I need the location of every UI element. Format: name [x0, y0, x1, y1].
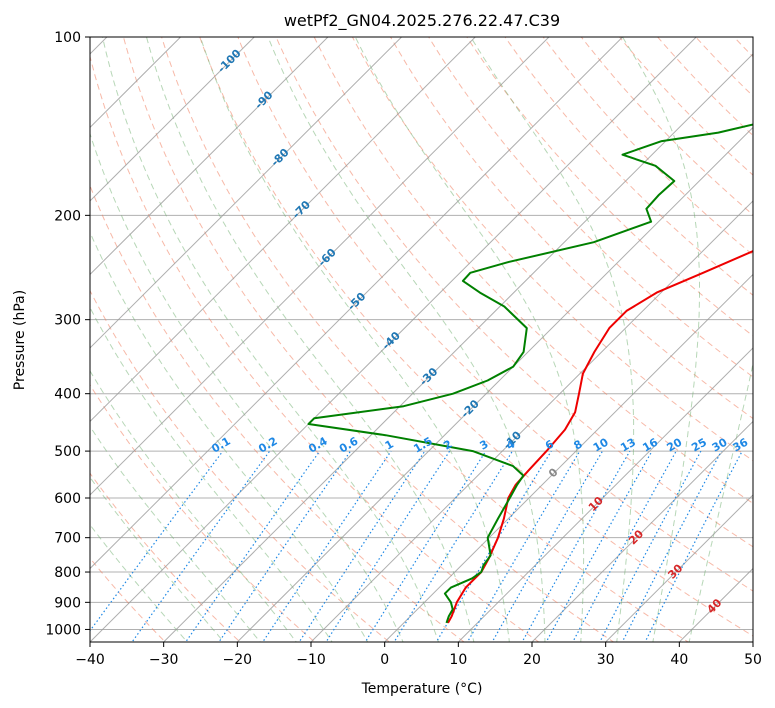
x-tick-label: −20 — [223, 652, 253, 668]
dry-adiabat — [504, 37, 753, 296]
moist-adiabat — [102, 37, 440, 642]
mixing-ratio-line — [545, 450, 653, 642]
dry-adiabat — [542, 37, 753, 256]
moist-adiabat — [90, 476, 225, 642]
mixing-ratio-line — [325, 450, 451, 642]
dry-adiabat — [90, 54, 540, 642]
sounding-series — [307, 123, 753, 624]
dry-adiabat — [199, 37, 753, 637]
x-tick-label: 10 — [449, 652, 467, 668]
moist-adiabat — [90, 425, 261, 642]
dry-adiabat — [90, 184, 465, 642]
isotherm-line — [310, 200, 753, 642]
y-tick-label: 500 — [54, 444, 81, 460]
mixing-ratio-line — [644, 450, 743, 642]
moist-adiabat — [90, 369, 297, 642]
y-tick-label: 1000 — [45, 622, 81, 638]
x-tick-label: −40 — [75, 652, 105, 668]
mixing-ratio-line — [435, 450, 552, 642]
x-tick-label: −30 — [149, 652, 179, 668]
x-axis-title: Temperature (°C) — [361, 681, 483, 697]
y-tick-label: 900 — [54, 595, 81, 611]
y-tick-label: 600 — [54, 491, 81, 507]
dry-adiabat — [161, 37, 690, 642]
mixing-ratio-line — [131, 450, 271, 642]
isotherms — [90, 37, 753, 642]
mixing-ratio-line — [298, 450, 426, 642]
y-tick-label: 200 — [54, 208, 81, 224]
chart-title: wetPf2_GN04.2025.276.22.47.C39 — [284, 11, 560, 31]
isotherm-line — [531, 420, 753, 642]
y-tick-label: 300 — [54, 313, 81, 329]
isotherm-line — [457, 347, 753, 642]
mixing-ratio-line — [184, 450, 321, 642]
isotherm-line — [90, 37, 329, 276]
x-tick-label: −10 — [296, 652, 326, 668]
x-axis: −40 −30 −20 −10 0 10 20 30 40 50 — [75, 642, 762, 668]
mixing-ratio-line — [491, 450, 604, 642]
x-tick-label: 40 — [670, 652, 688, 668]
dry-adiabat — [389, 37, 753, 420]
moist-adiabat — [688, 361, 753, 642]
mixing-ratio-line — [262, 450, 392, 642]
isotherm-line — [90, 37, 403, 349]
moist-adiabat — [622, 37, 700, 642]
dry-adiabat — [313, 37, 753, 505]
isotherm-line — [604, 494, 753, 642]
isotherm-line — [90, 37, 550, 496]
dewpoint-profile — [307, 123, 753, 624]
isotherm-line — [90, 37, 697, 642]
x-tick-label: 30 — [597, 652, 615, 668]
y-axis-title: Pressure (hPa) — [12, 290, 28, 390]
isotherm-line — [236, 126, 753, 642]
y-tick-label: 700 — [54, 531, 81, 547]
y-tick-label: 100 — [54, 30, 81, 46]
moist-adiabat — [470, 37, 635, 642]
isotherm-line — [90, 37, 624, 570]
dry-adiabat — [90, 383, 316, 642]
dry-adiabat — [237, 37, 753, 592]
dry-adiabats — [90, 37, 753, 642]
moist-adiabat — [90, 132, 404, 642]
moist-adiabat — [199, 37, 510, 642]
pressure-gridlines — [90, 37, 753, 630]
mixing-ratio-lines — [90, 450, 743, 642]
moist-adiabat — [267, 37, 546, 642]
moist-adiabat — [90, 231, 369, 642]
moist-adiabat — [90, 306, 333, 642]
x-tick-label: 0 — [380, 652, 389, 668]
y-tick-label: 800 — [54, 565, 81, 581]
moist-adiabat — [354, 37, 585, 642]
moist-adiabats — [90, 37, 753, 642]
dry-adiabat — [275, 37, 753, 548]
plot-frame — [89, 36, 754, 643]
moist-adiabat — [146, 37, 475, 642]
y-tick-label: 400 — [54, 387, 81, 403]
isotherm-line — [162, 53, 753, 642]
x-tick-label: 20 — [523, 652, 541, 668]
x-tick-label: 50 — [744, 652, 762, 668]
isotherm-line — [383, 273, 753, 642]
y-axis: 100 200 300 400 500 600 700 800 900 1000 — [45, 30, 90, 638]
dry-adiabat — [580, 37, 753, 216]
dry-adiabat — [428, 37, 753, 378]
dry-adiabat — [351, 37, 753, 462]
isotherm-line — [90, 37, 476, 423]
mixing-ratio-line — [466, 450, 581, 642]
isotherm-line — [90, 37, 255, 202]
dry-adiabat — [122, 37, 615, 642]
mixing-ratio-line — [218, 450, 351, 642]
